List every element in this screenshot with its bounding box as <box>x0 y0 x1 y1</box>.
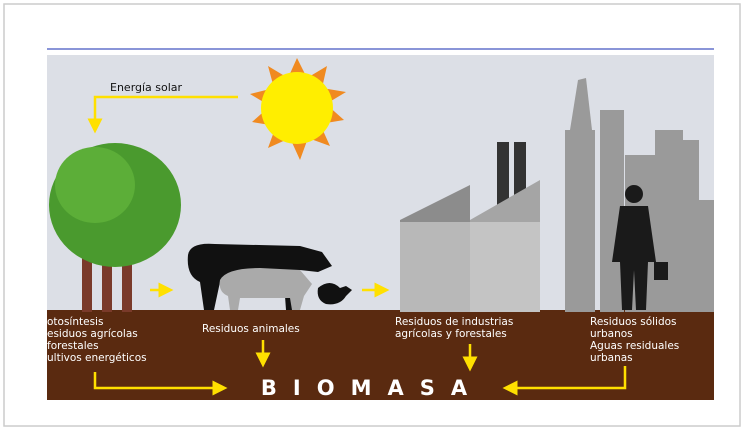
source-label: urbanas <box>590 352 633 364</box>
result-label: BIOMASA <box>261 376 483 400</box>
source-label: forestales <box>47 340 99 352</box>
diagram: Energía solar otosíntesisesiduos agrícol… <box>0 0 746 432</box>
source-label: Aguas residuales <box>590 340 679 352</box>
source-label: agrícolas y forestales <box>395 328 507 340</box>
source-label: Residuos animales <box>202 323 300 335</box>
source-label: Residuos sólidos <box>590 316 677 328</box>
source-label: otosíntesis <box>47 316 103 328</box>
source-label: Residuos de industrias <box>395 316 513 328</box>
page: Energía solar otosíntesisesiduos agrícol… <box>0 0 746 432</box>
source-label: ultivos energéticos <box>47 352 147 364</box>
energy-label: Energía solar <box>110 81 183 94</box>
source-label: urbanos <box>590 328 633 340</box>
source-label: esiduos agrícolas <box>47 328 138 340</box>
